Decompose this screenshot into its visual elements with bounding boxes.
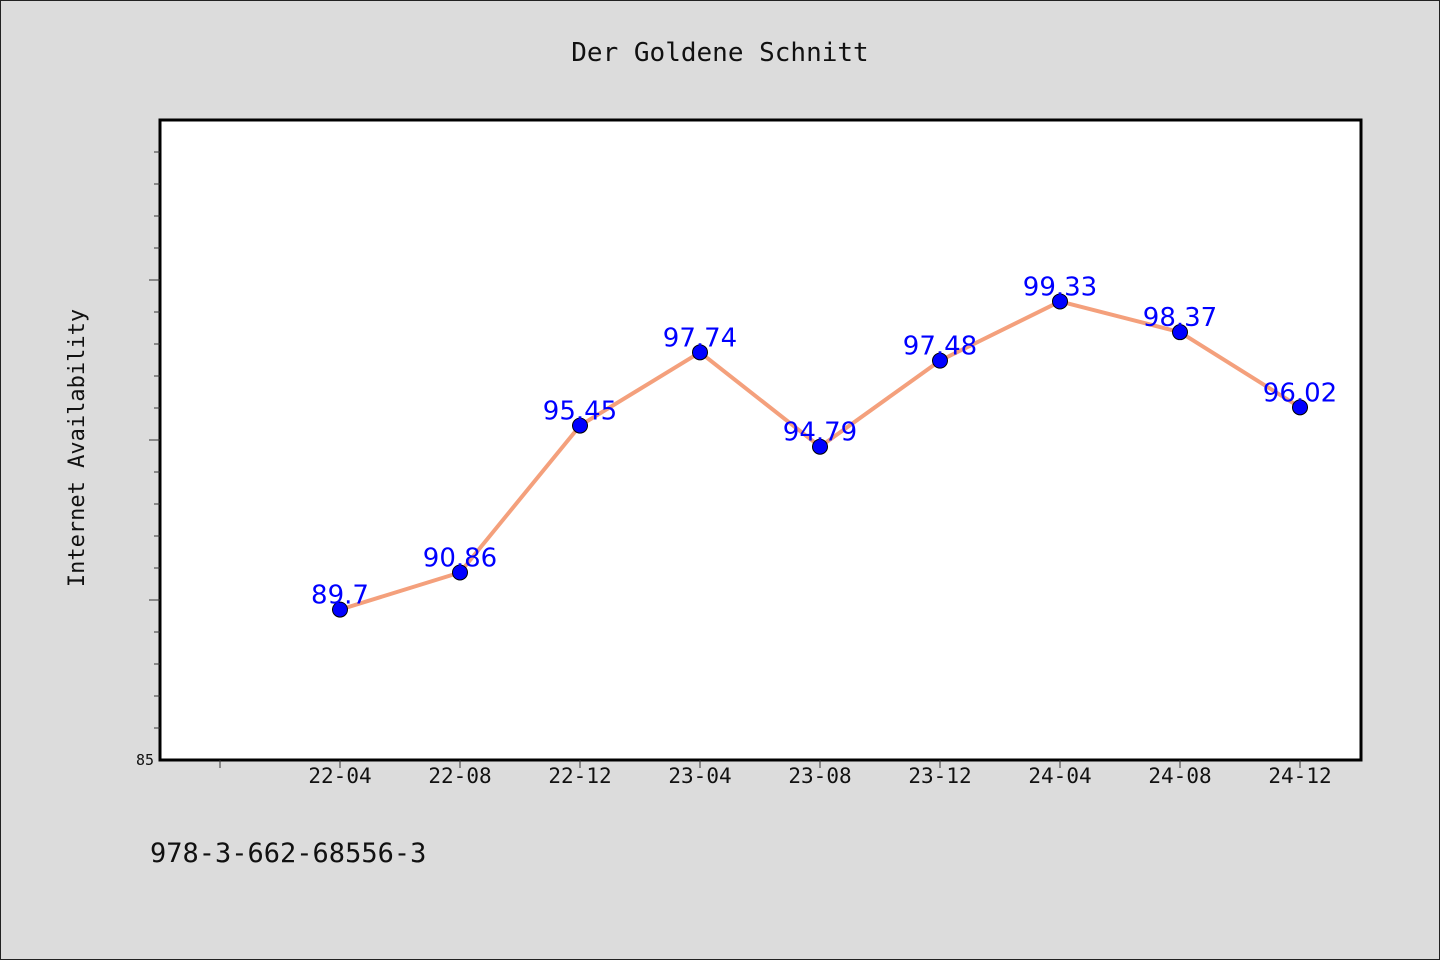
x-tick-label: 22-12 [548,764,611,788]
y-axis-ticks: 85 [136,151,160,769]
plot-area [158,118,1363,762]
x-tick-label: 23-04 [668,764,731,788]
data-point [1172,324,1188,341]
data-point [332,601,348,618]
y-tick-label: 85 [136,751,154,769]
data-label: 96.02 [1263,378,1337,408]
x-tick-label: 22-04 [308,764,371,788]
chart-title: Der Goldene Schnitt [571,38,868,68]
data-point [452,564,468,581]
data-label: 98.37 [1143,303,1217,333]
data-label: 95.45 [543,397,617,427]
x-tick-label: 23-08 [788,764,851,788]
data-point [1292,399,1308,416]
data-label: 99.33 [1023,272,1097,302]
series-markers [332,293,1308,618]
data-point [692,344,708,361]
data-point [932,352,948,369]
data-label: 89.7 [311,581,369,611]
x-tick-label: 24-04 [1028,764,1091,788]
data-label: 97.48 [903,332,977,362]
x-tick-label: 23-12 [908,764,971,788]
data-label: 97.74 [663,323,737,353]
data-point [572,417,588,434]
x-axis-ticks: 22-04 22-08 22-12 23-04 23-08 23-12 24-04 24-08… [219,760,1332,788]
data-label: 94.79 [783,418,857,448]
x-tick-label: 22-08 [428,764,491,788]
data-label: 90.86 [423,543,497,573]
isbn-text: 978-3-662-68556-3 [150,838,426,869]
y-axis-label: Internet Availability [65,309,90,587]
data-point [1052,293,1068,310]
x-tick-label: 24-08 [1148,764,1211,788]
x-tick-label: 24-12 [1268,764,1331,788]
data-labels: 89.7 90.86 95.45 97.74 94.79 97.48 99.33 98.37 9… [311,272,1337,610]
data-point [812,438,828,455]
